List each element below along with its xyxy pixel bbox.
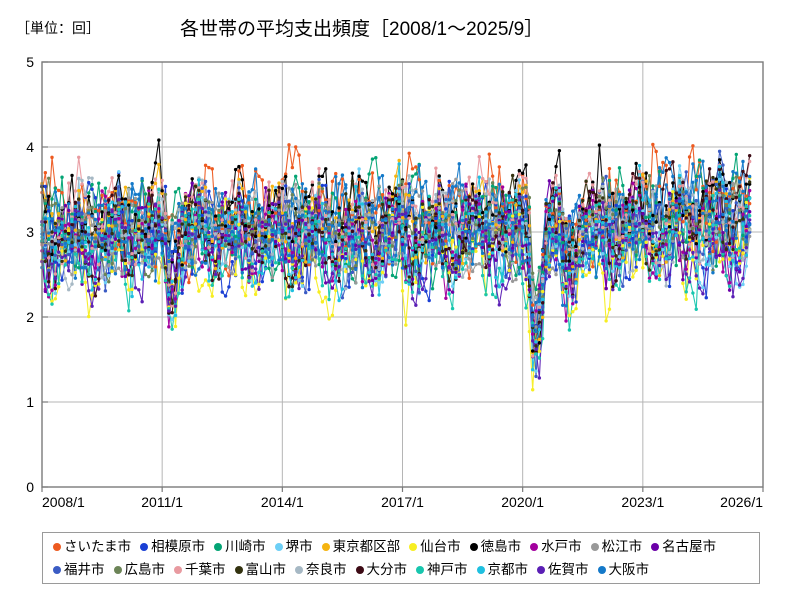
legend-item-label: 佐賀市 — [548, 561, 589, 577]
legend-marker-icon — [409, 542, 418, 551]
legend-item-label: さいたま市 — [64, 538, 132, 554]
legend-item-label: 神戸市 — [427, 561, 468, 577]
legend-marker-icon — [537, 565, 545, 574]
legend-marker-icon — [140, 542, 149, 551]
y-tick-label: 0 — [26, 479, 34, 495]
y-tick-label: 3 — [26, 224, 34, 240]
legend-item[interactable]: 福井市 — [53, 561, 105, 577]
series-markers — [40, 138, 752, 392]
legend-item-label: 水戸市 — [541, 538, 582, 554]
y-tick-label: 5 — [26, 54, 34, 70]
legend-item-label: 千葉市 — [185, 561, 226, 577]
legend-marker-icon — [469, 542, 478, 551]
legend-marker-icon — [234, 565, 243, 574]
legend-marker-icon — [113, 565, 122, 574]
legend-item[interactable]: 千葉市 — [174, 561, 226, 577]
legend-item-label: 川崎市 — [225, 538, 266, 554]
legend-item[interactable]: 京都市 — [476, 561, 529, 577]
legend-item-label: 京都市 — [487, 561, 529, 577]
legend-item-label: 堺市 — [285, 538, 313, 554]
legend-item[interactable]: 大阪市 — [597, 561, 650, 577]
legend-item[interactable]: 広島市 — [113, 561, 166, 577]
legend-item[interactable]: 名古屋市 — [651, 538, 717, 554]
x-tick-label: 2014/1 — [261, 494, 304, 510]
y-tick-label: 4 — [26, 139, 34, 155]
legend-marker-icon — [530, 542, 539, 551]
legend-marker-icon — [651, 542, 660, 551]
legend-marker-icon — [321, 542, 330, 551]
legend-item[interactable]: 松江市 — [590, 538, 643, 554]
legend-item[interactable]: 堺市 — [274, 538, 313, 554]
legend: さいたま市 相模原市 川崎市 堺市 東京都区部 仙台市 徳島市 水戸市 松江市 名古屋市 福井市 広… — [42, 532, 760, 584]
legend-item-label: 仙台市 — [420, 538, 461, 554]
legend-marker-icon — [590, 542, 599, 551]
legend-item[interactable]: 大分市 — [355, 561, 408, 577]
legend-marker-icon — [355, 565, 364, 574]
x-axis: 2008/1 2011/1 2014/1 2017/1 2020/1 2023/1 2026… — [41, 487, 764, 510]
legend-marker-icon — [214, 542, 223, 551]
line-chart-svg: 0 1 2 3 4 5 2008/1 2011/1 2014/1 2017/1 2020/1 2023… — [26, 54, 764, 510]
x-tick-label: 2023/1 — [621, 494, 664, 510]
legend-marker-icon — [174, 565, 182, 574]
unit-label: ［単位：回］ — [16, 20, 100, 36]
x-tick-label: 2020/1 — [501, 494, 544, 510]
x-tick-label: 2026/1 — [720, 494, 763, 510]
page-title: 各世帯の平均支出頻度［2008/1～2025/9］ — [180, 19, 544, 40]
legend-item[interactable]: 奈良市 — [295, 561, 347, 577]
legend-item[interactable]: 佐賀市 — [537, 561, 589, 577]
legend-item[interactable]: 神戸市 — [416, 561, 468, 577]
legend-item[interactable]: 川崎市 — [214, 538, 266, 554]
legend-marker-icon — [53, 542, 61, 551]
legend-marker-icon — [53, 565, 61, 574]
x-tick-label: 2011/1 — [141, 494, 183, 510]
legend-item[interactable]: さいたま市 — [53, 538, 132, 554]
legend-item-label: 名古屋市 — [662, 538, 717, 554]
legend-item[interactable]: 富山市 — [234, 561, 287, 577]
legend-item-label: 大阪市 — [608, 561, 650, 577]
legend-item[interactable]: 東京都区部 — [321, 538, 401, 554]
legend-row-1: さいたま市 相模原市 川崎市 堺市 東京都区部 仙台市 徳島市 水戸市 松江市 名古屋市 — [47, 535, 755, 558]
legend-item-label: 富山市 — [245, 561, 287, 577]
legend-item-label: 松江市 — [601, 538, 643, 554]
x-tick-label: 2017/1 — [381, 494, 424, 510]
legend-item-label: 奈良市 — [306, 561, 347, 577]
legend-item-label: 徳島市 — [480, 538, 522, 554]
legend-marker-icon — [476, 565, 485, 574]
x-tick-label: 2008/1 — [42, 494, 85, 510]
plot-area: 0 1 2 3 4 5 2008/1 2011/1 2014/1 2017/1 2020/1 2023… — [26, 54, 764, 510]
legend-item-label: 相模原市 — [151, 538, 206, 554]
legend-item[interactable]: 相模原市 — [140, 538, 206, 554]
y-axis: 0 1 2 3 4 5 — [26, 54, 48, 495]
y-tick-label: 2 — [26, 309, 34, 325]
legend-item[interactable]: 仙台市 — [409, 538, 461, 554]
legend-marker-icon — [274, 542, 283, 551]
legend-row-2: 福井市 広島市 千葉市 富山市 奈良市 大分市 神戸市 京都市 佐賀市 大阪市 — [47, 558, 755, 581]
legend-item-label: 東京都区部 — [332, 538, 401, 554]
legend-item-label: 大分市 — [366, 561, 408, 577]
y-tick-label: 1 — [26, 394, 34, 410]
legend-item-label: 福井市 — [64, 561, 105, 577]
legend-item[interactable]: 水戸市 — [530, 538, 582, 554]
legend-item[interactable]: 徳島市 — [469, 538, 522, 554]
legend-marker-icon — [416, 565, 424, 574]
legend-marker-icon — [597, 565, 606, 574]
legend-item-label: 広島市 — [124, 561, 166, 577]
legend-marker-icon — [295, 565, 303, 574]
